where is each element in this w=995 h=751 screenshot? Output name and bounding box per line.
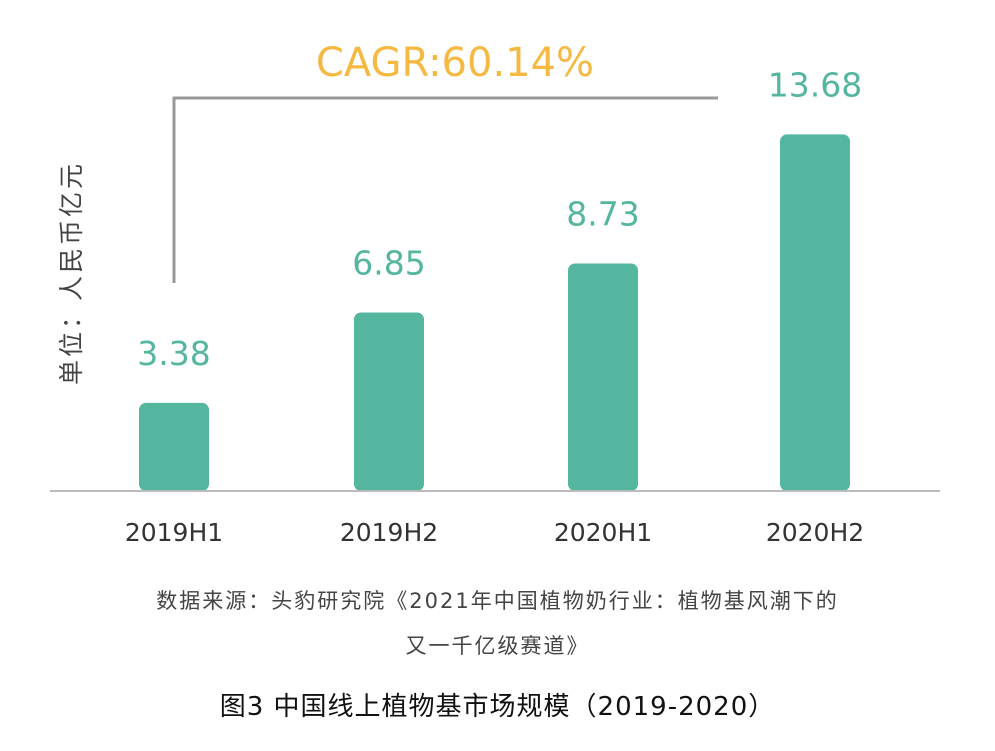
cagr-annotation: CAGR:60.14% [316, 40, 594, 86]
bar-2020H2 [780, 134, 850, 491]
bar-2019H1 [139, 402, 209, 491]
x-tick-2020H2: 2020H2 [766, 518, 864, 547]
x-tick-2020H1: 2020H1 [554, 518, 652, 547]
data-labels: 3.38 6.85 8.73 13.68 [137, 65, 862, 372]
bar-2020H1 [568, 263, 638, 491]
x-tick-2019H2: 2019H2 [340, 518, 438, 547]
x-tick-2019H1: 2019H1 [125, 518, 223, 547]
value-label-2020H1: 8.73 [566, 194, 639, 233]
value-label-2019H2: 6.85 [352, 243, 425, 282]
figure-caption: 图3 中国线上植物基市场规模（2019-2020） [219, 692, 776, 722]
value-label-2019H1: 3.38 [137, 334, 210, 373]
source-note-line1: 数据来源：头豹研究院《2021年中国植物奶行业：植物基风潮下的 [156, 589, 839, 613]
cagr-bracket [172, 96, 718, 283]
x-axis-ticks: 2019H1 2019H2 2020H1 2020H2 [125, 518, 864, 547]
bar-2019H2 [354, 312, 424, 491]
value-label-2020H2: 13.68 [768, 65, 862, 104]
source-note-line2: 又一千亿级赛道》 [405, 634, 590, 658]
bars [139, 134, 850, 491]
y-axis-label: 单位：人民币亿元 [57, 161, 86, 385]
bar-chart: 3.38 6.85 8.73 13.68 2019H1 2019H2 2020H1 2020… [50, 40, 940, 547]
